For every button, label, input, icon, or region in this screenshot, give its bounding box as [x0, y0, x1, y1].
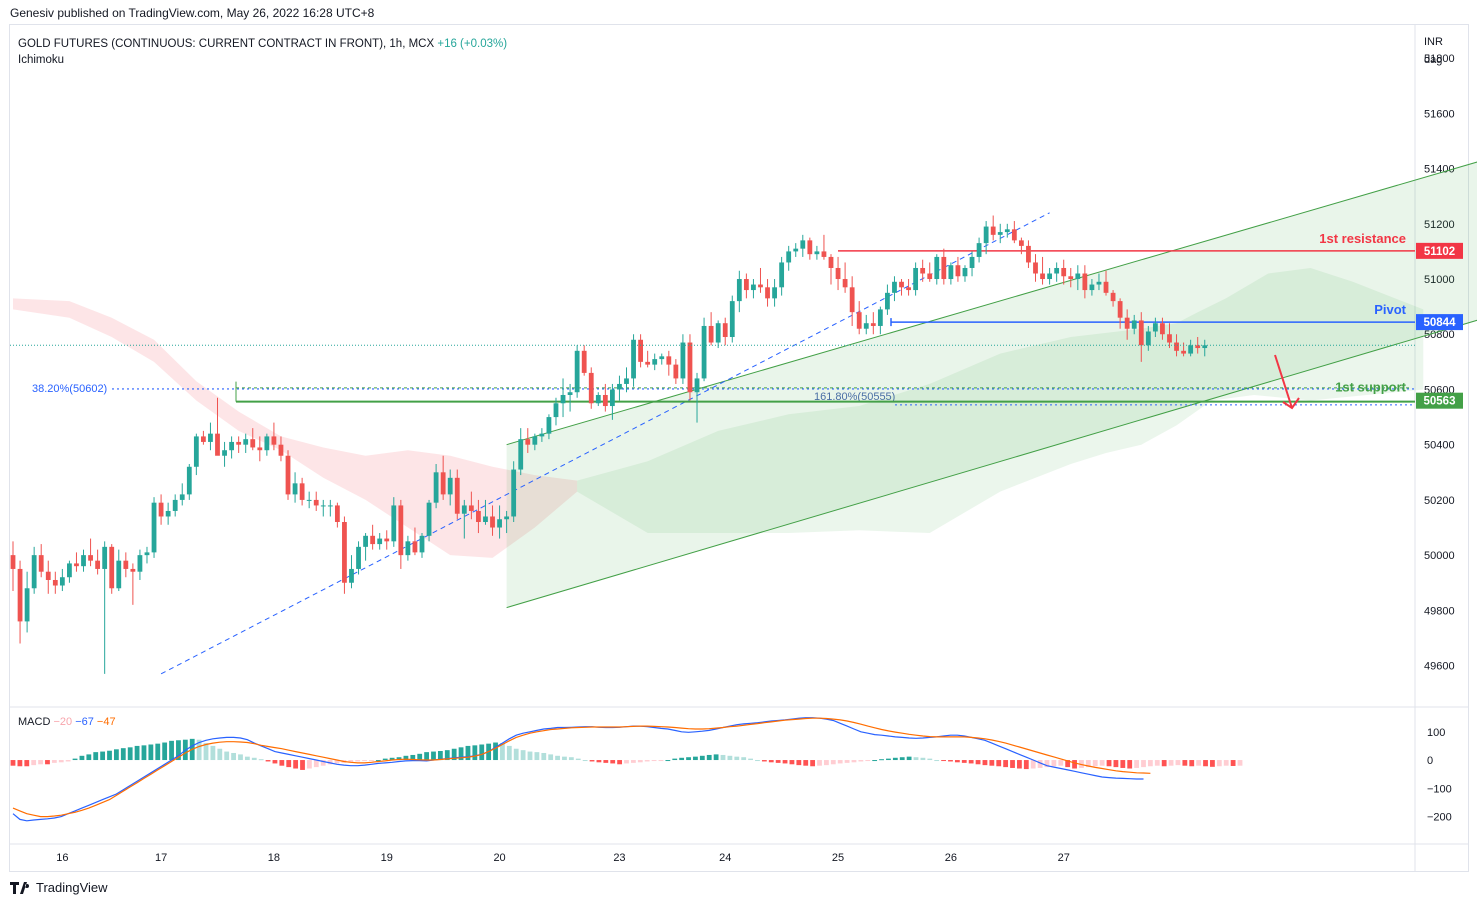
macd-name: MACD	[18, 716, 51, 728]
macd-legend[interactable]: MACD −20 −67 −47	[18, 716, 116, 728]
macd-signal-value: −47	[96, 716, 116, 728]
unit-label: dag	[1424, 54, 1443, 66]
chart-frame	[9, 24, 1469, 872]
price-change: +16 (+0.03%)	[437, 38, 508, 50]
currency-label: INR	[1424, 36, 1443, 48]
footer-brand-text: TradingView	[36, 880, 108, 895]
symbol-title[interactable]: GOLD FUTURES (CONTINUOUS: CURRENT CONTRA…	[18, 38, 435, 50]
symbol-row[interactable]: GOLD FUTURES (CONTINUOUS: CURRENT CONTRA…	[18, 36, 507, 52]
publisher-info: Genesiv published on TradingView.com, Ma…	[10, 6, 375, 20]
footer-brand[interactable]: TradingView	[10, 880, 108, 895]
chart-legend: GOLD FUTURES (CONTINUOUS: CURRENT CONTRA…	[18, 36, 507, 68]
tradingview-logo-icon	[10, 881, 29, 894]
macd-hist-value: −20	[53, 716, 73, 728]
indicator-ichimoku[interactable]: Ichimoku	[18, 54, 65, 66]
macd-line-value: −67	[75, 716, 94, 728]
